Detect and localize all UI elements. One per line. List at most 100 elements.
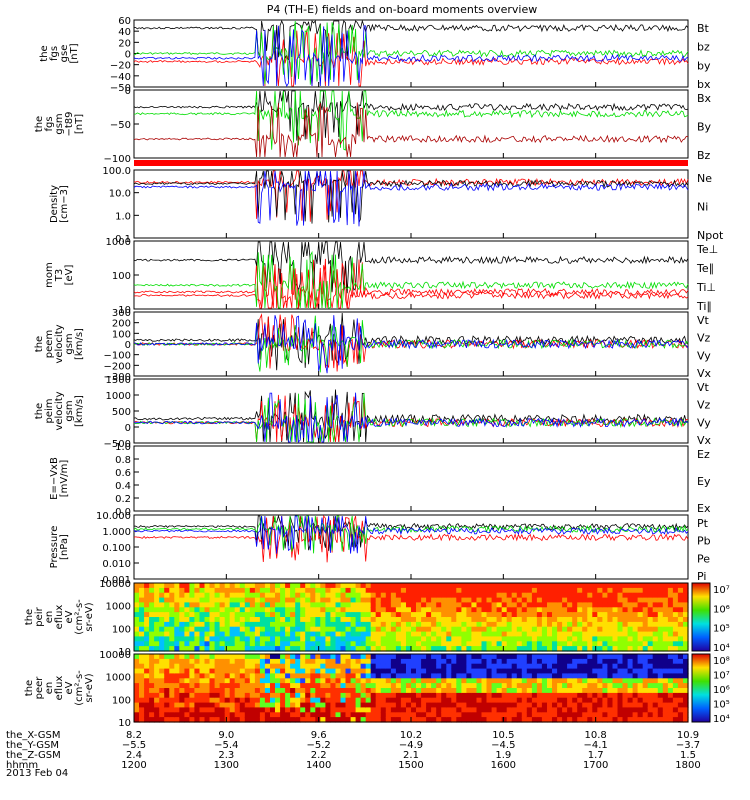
heatmap-cell <box>360 712 367 718</box>
heatmap-cell <box>234 636 241 642</box>
heatmap-cell <box>275 668 281 675</box>
heatmap-cell <box>536 692 543 699</box>
heatmap-cell <box>471 678 477 684</box>
heatmap-cell <box>204 641 211 647</box>
heatmap-cell <box>552 654 558 660</box>
heatmap-cell <box>229 678 236 684</box>
heatmap-cell <box>436 612 442 618</box>
heatmap-cell <box>259 678 266 684</box>
heatmap-cell <box>179 683 185 689</box>
legend-pressure-Pe: Pe <box>697 552 710 565</box>
heatmap-cell <box>365 688 372 694</box>
heatmap-cell <box>290 702 296 709</box>
heatmap-cell <box>385 621 392 628</box>
heatmap-cell <box>562 688 568 694</box>
heatmap-cell <box>285 702 291 709</box>
heatmap-cell <box>325 683 331 689</box>
heatmap-cell <box>406 612 412 618</box>
heatmap-cell <box>330 592 336 599</box>
heatmap-cell <box>325 663 331 670</box>
heatmap-cell <box>380 602 387 608</box>
heatmap-cell <box>350 592 357 599</box>
heatmap-cell <box>496 646 503 652</box>
heatmap-cell <box>557 697 563 704</box>
heatmap-cell <box>672 626 679 633</box>
heatmap-cell <box>486 683 493 689</box>
heatmap-cell <box>194 654 200 660</box>
heatmap-cell <box>557 597 563 604</box>
heatmap-cell <box>204 712 211 718</box>
heatmap-cell <box>375 597 382 604</box>
heatmap-cell <box>562 697 568 704</box>
heatmap-cell <box>345 621 352 628</box>
heatmap-cell <box>275 658 281 665</box>
heatmap-cell <box>461 697 467 704</box>
heatmap-cell <box>219 592 226 599</box>
heatmap-cell <box>174 668 180 675</box>
heatmap-cell <box>254 646 261 652</box>
heatmap-cell <box>174 592 180 599</box>
panel-frame-density <box>133 169 689 239</box>
heatmap-cell <box>395 597 402 604</box>
heatmap-cell <box>612 712 619 718</box>
heatmap-cell <box>456 646 462 652</box>
heatmap-cell <box>622 658 629 665</box>
heatmap-cell <box>305 597 311 604</box>
heatmap-cell <box>234 592 241 599</box>
heatmap-cell <box>280 607 286 613</box>
y-tick-label-pressure: 1.000 <box>102 527 131 538</box>
heatmap-cell <box>461 597 467 604</box>
heatmap-cell <box>632 646 639 652</box>
heatmap-cell <box>295 641 301 647</box>
heatmap-cell <box>421 617 427 623</box>
heatmap-cell <box>310 626 316 633</box>
heatmap-cell <box>436 583 442 589</box>
heatmap-cell <box>189 646 195 652</box>
heatmap-cell <box>159 626 165 633</box>
heatmap-cell <box>360 707 367 713</box>
heatmap-cell <box>446 602 452 608</box>
heatmap-cell <box>456 683 462 689</box>
heatmap-cell <box>587 702 593 709</box>
heatmap-cell <box>335 602 342 608</box>
heatmap-cell <box>582 683 588 689</box>
heatmap-cell <box>612 583 619 589</box>
heatmap-cell <box>683 641 689 647</box>
heatmap-cell <box>416 631 422 638</box>
heatmap-cell <box>350 678 357 684</box>
heatmap-cell <box>652 621 659 628</box>
heatmap-cell <box>340 717 347 723</box>
y-tick-label-eesa_velocity: 200 <box>112 319 131 330</box>
heatmap-cell <box>239 631 246 638</box>
heatmap-cell <box>612 602 619 608</box>
heatmap-cell <box>426 626 432 633</box>
heatmap-cell <box>436 636 442 642</box>
heatmap-cell <box>325 654 331 660</box>
heatmap-cell <box>315 617 321 623</box>
heatmap-cell <box>637 617 644 623</box>
x-axis-value: 1700 <box>583 760 608 771</box>
heatmap-cell <box>481 654 488 660</box>
heatmap-cell <box>541 688 548 694</box>
heatmap-cell <box>365 646 372 652</box>
heatmap-cell <box>677 683 684 689</box>
heatmap-cell <box>355 621 362 628</box>
heatmap-cell <box>164 717 170 723</box>
heatmap-cell <box>441 712 447 718</box>
heatmap-cell <box>526 641 533 647</box>
heatmap-cell <box>436 717 442 723</box>
heatmap-cell <box>627 673 634 679</box>
heatmap-cell <box>607 688 613 694</box>
heatmap-cell <box>481 663 488 670</box>
heatmap-cell <box>612 587 619 594</box>
heatmap-cell <box>290 612 296 618</box>
y-tick-label-density: 10.0 <box>109 189 131 200</box>
heatmap-cell <box>652 641 659 647</box>
heatmap-cell <box>516 678 523 684</box>
heatmap-cell <box>577 597 583 604</box>
heatmap-cell <box>154 683 160 689</box>
heatmap-cell <box>395 631 402 638</box>
heatmap-cell <box>536 658 543 665</box>
heatmap-cell <box>652 636 659 642</box>
heatmap-cell <box>521 617 528 623</box>
